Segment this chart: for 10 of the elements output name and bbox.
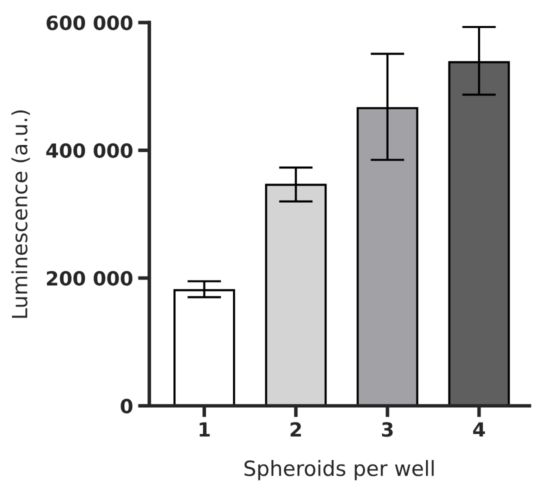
- y-tick-label: 0: [120, 398, 132, 414]
- x-tick-label: 4: [473, 422, 485, 437]
- y-axis-title: Luminescence (a.u.): [11, 110, 30, 318]
- x-tick-label: 3: [382, 422, 393, 437]
- x-tick-label: 1: [200, 422, 210, 437]
- y-tick-label: 200 000: [46, 271, 132, 286]
- y-tick-label: 600 000: [46, 16, 132, 30]
- y-tick-label: 400 000: [46, 143, 132, 158]
- x-tick-label: 2: [290, 422, 301, 437]
- x-axis-title: Spheroids per well: [244, 460, 434, 480]
